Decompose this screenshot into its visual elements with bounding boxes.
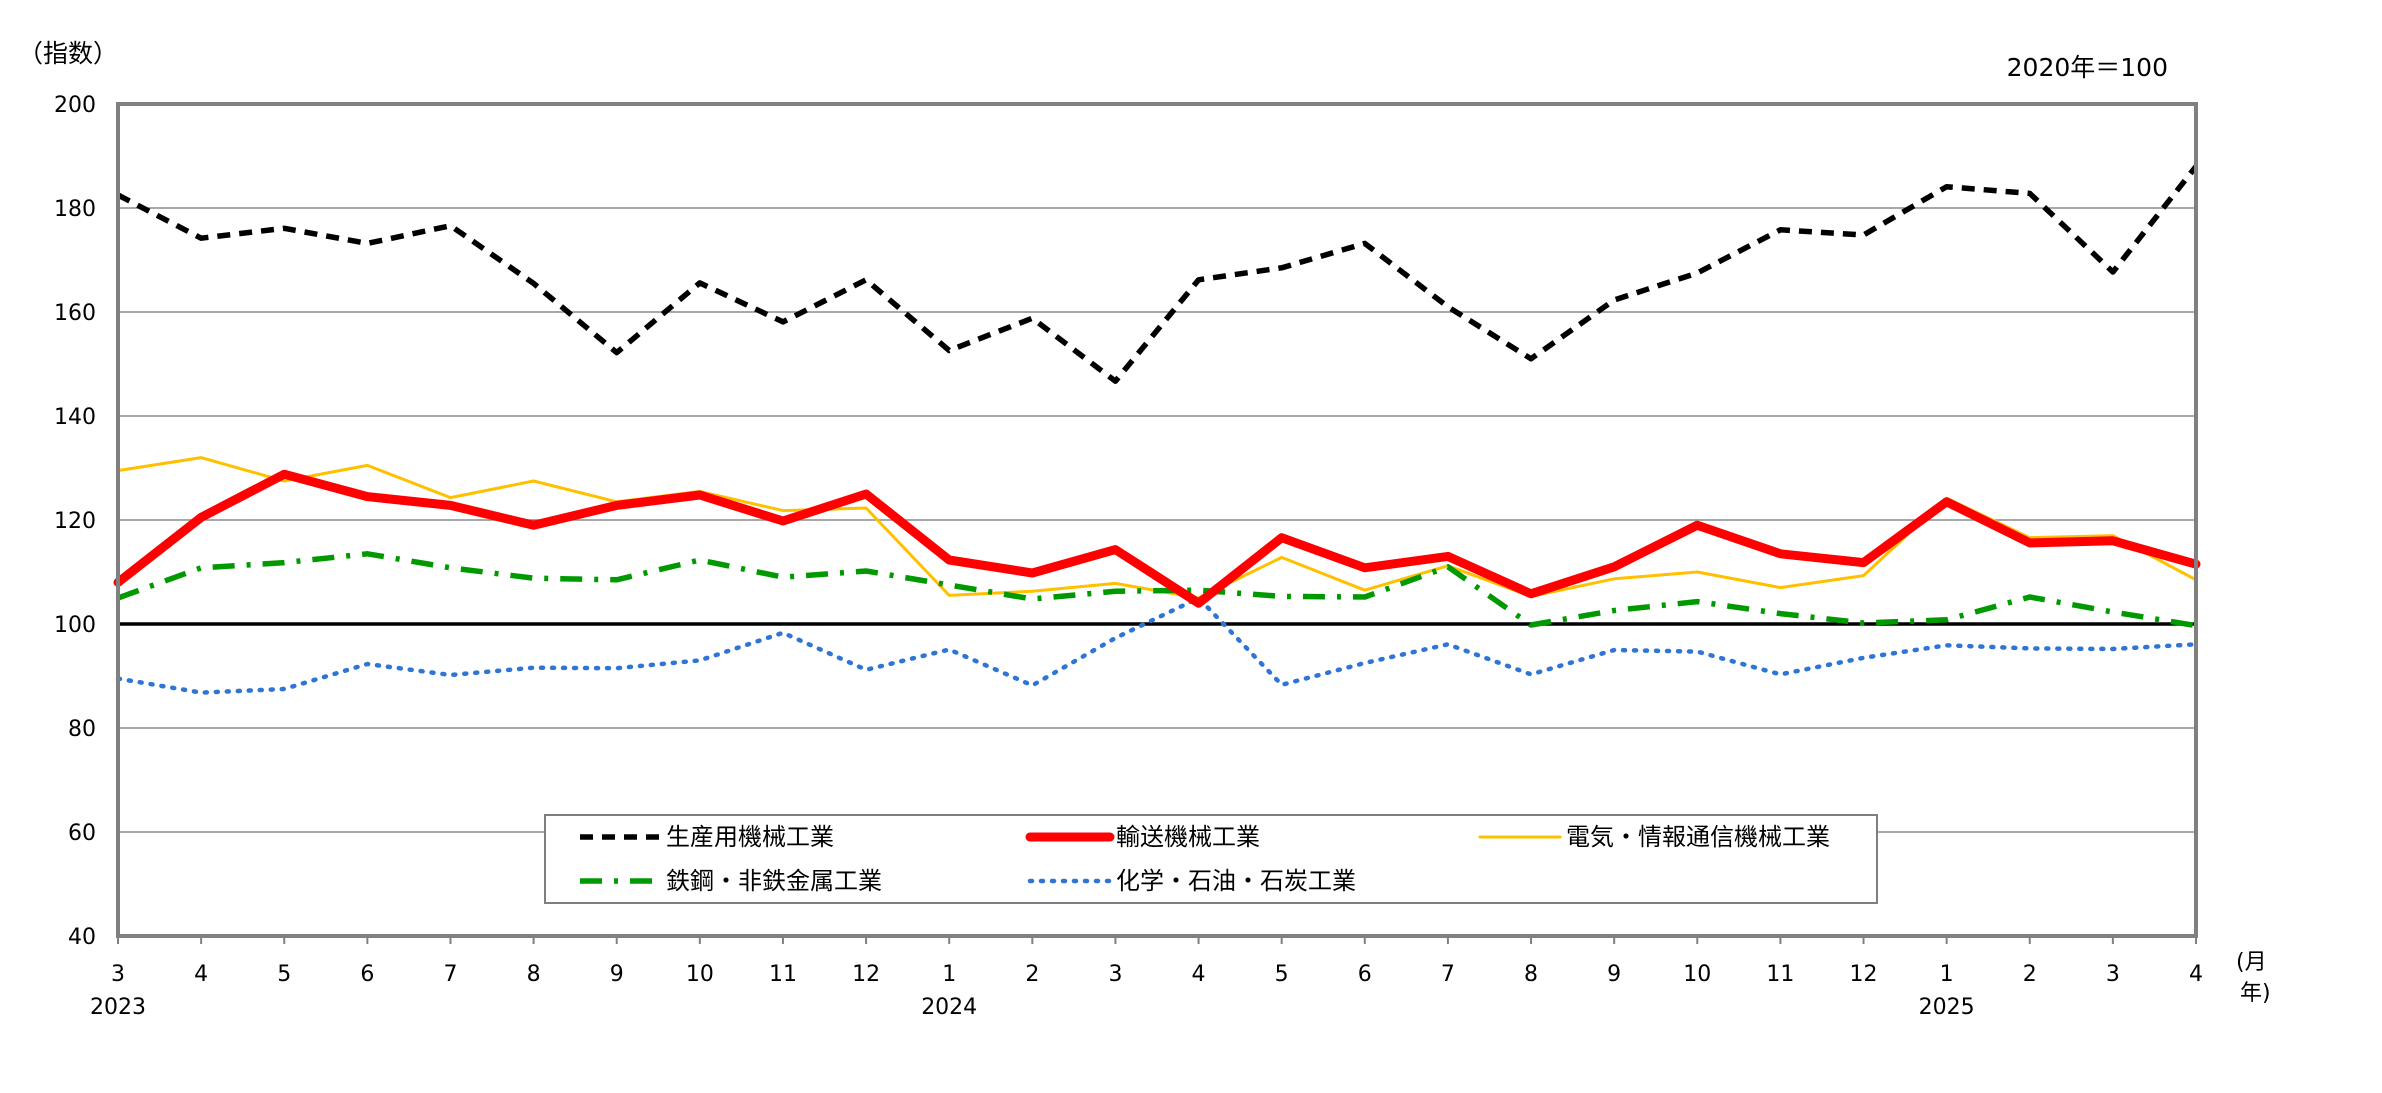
legend-label-3: 鉄鋼・非鉄金属工業 xyxy=(666,867,882,895)
y-tick-label: 140 xyxy=(54,405,96,430)
gridlines xyxy=(118,207,2196,833)
x-tick-label: 5 xyxy=(1275,962,1289,987)
x-tick-label: 10 xyxy=(686,962,714,987)
x-tick-label: 6 xyxy=(360,962,374,987)
x-tick-label: 10 xyxy=(1683,962,1711,987)
y-tick-label: 180 xyxy=(54,197,96,222)
x-tick-label: 7 xyxy=(1441,962,1455,987)
legend-label-1: 輸送機械工業 xyxy=(1116,823,1260,851)
x-year-label: 2025 xyxy=(1919,995,1975,1020)
x-tick-label: 8 xyxy=(1524,962,1538,987)
y-axis-unit-label: （指数） xyxy=(18,39,118,68)
legend-box xyxy=(544,814,1878,904)
x-tick-label: 4 xyxy=(2189,962,2203,987)
x-tick-label: 9 xyxy=(610,962,624,987)
x-tick-label: 3 xyxy=(1108,962,1122,987)
x-tick-label: 2 xyxy=(1025,962,1039,987)
legend-label-4: 化学・石油・石炭工業 xyxy=(1116,867,1356,895)
x-tick-label: 11 xyxy=(1766,962,1794,987)
legend-label-2: 電気・情報通信機械工業 xyxy=(1566,823,1830,851)
x-tick-label: 5 xyxy=(277,962,291,987)
x-axis-year-suffix: 年) xyxy=(2240,981,2271,1006)
y-axis-tick-labels: 40 60 80 100 120 140 160 180 200 xyxy=(54,93,96,950)
x-tick-label: 1 xyxy=(1940,962,1954,987)
x-tick-label: 6 xyxy=(1358,962,1372,987)
y-tick-label: 120 xyxy=(54,509,96,534)
x-tick-label: 3 xyxy=(2106,962,2120,987)
x-tick-label: 12 xyxy=(1850,962,1878,987)
series-line-3 xyxy=(117,551,2197,629)
x-year-label: 2024 xyxy=(921,995,977,1020)
x-tick-label: 4 xyxy=(194,962,208,987)
x-tick-label: 11 xyxy=(769,962,797,987)
legend-label-0: 生産用機械工業 xyxy=(666,823,834,851)
y-tick-label: 40 xyxy=(68,925,96,950)
series-line-4 xyxy=(115,595,2199,695)
x-tick-label: 12 xyxy=(852,962,880,987)
x-tick-label: 1 xyxy=(942,962,956,987)
series-lines xyxy=(113,164,2201,695)
x-tick-label: 8 xyxy=(527,962,541,987)
y-tick-label: 60 xyxy=(68,821,96,846)
x-tick-label: 2 xyxy=(2023,962,2037,987)
y-tick-label: 100 xyxy=(54,613,96,638)
base-year-note: 2020年＝100 xyxy=(2007,53,2168,82)
x-tick-label: 9 xyxy=(1607,962,1621,987)
y-tick-label: 80 xyxy=(68,717,96,742)
series-line-0 xyxy=(116,164,2199,384)
plot-frame xyxy=(116,102,2198,938)
y-tick-label: 200 xyxy=(54,93,96,118)
x-year-label: 2023 xyxy=(90,995,146,1020)
x-tick-label: 3 xyxy=(111,962,125,987)
x-tick-label: 4 xyxy=(1192,962,1206,987)
y-tick-label: 160 xyxy=(54,301,96,326)
x-tick-label: 7 xyxy=(443,962,457,987)
series-line-1 xyxy=(113,469,2201,608)
x-axis-month-suffix: (月 xyxy=(2236,950,2267,975)
